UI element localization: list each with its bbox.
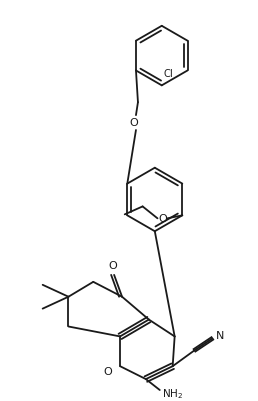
Text: O: O <box>104 366 112 376</box>
Text: Cl: Cl <box>164 69 174 79</box>
Text: O: O <box>109 260 117 270</box>
Text: N: N <box>216 330 225 340</box>
Text: NH$_2$: NH$_2$ <box>162 386 183 400</box>
Text: O: O <box>158 214 167 224</box>
Text: O: O <box>130 118 138 128</box>
